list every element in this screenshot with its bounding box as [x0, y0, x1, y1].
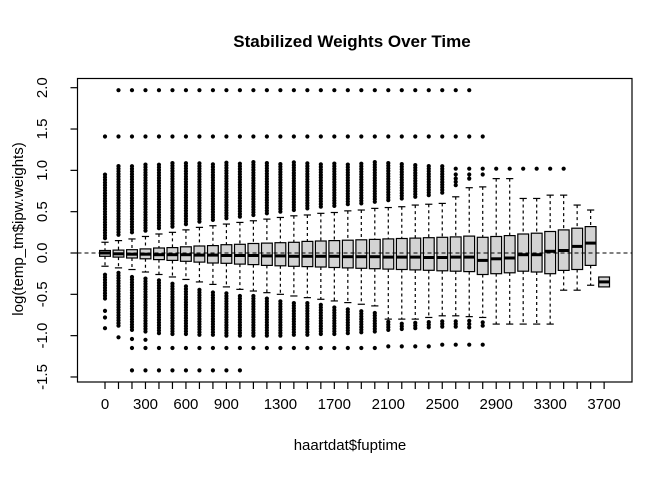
boxplot-column — [449, 88, 462, 347]
boxplot-column — [476, 134, 489, 347]
x-tick-label: 2900 — [480, 396, 513, 413]
x-tick-label: 3300 — [534, 396, 567, 413]
boxplot-column — [301, 88, 314, 351]
x-axis: 0 300 600 900 1300 1700 2100 2500 2900 3300 3700 — [101, 382, 621, 413]
boxplot-column — [463, 88, 476, 347]
y-tick-label: 0.0 — [34, 243, 51, 264]
boxplot-column — [260, 88, 273, 351]
plot-frame — [76, 77, 633, 383]
boxplot-column — [395, 88, 408, 349]
boxplot-column — [112, 88, 125, 340]
boxplot-column — [382, 88, 395, 349]
x-tick-label: 300 — [133, 396, 158, 413]
y-tick-label: 1.5 — [34, 119, 51, 140]
boxplot-column — [247, 88, 260, 351]
boxplot-column — [179, 88, 192, 373]
boxplot-column — [584, 209, 597, 286]
x-tick-label: 2100 — [372, 396, 405, 413]
x-tick-label: 1700 — [318, 396, 351, 413]
boxplot-column — [490, 166, 503, 325]
boxplot-column — [530, 166, 543, 325]
y-axis: 2.0 1.5 1.0 0.5 0.0 -0.5 -1.0 -1.5 — [34, 77, 78, 390]
boxplot-column — [125, 88, 138, 373]
boxplot-column — [220, 88, 233, 373]
boxplot-column — [287, 88, 300, 351]
boxplot-column — [139, 88, 152, 373]
y-tick-label: 0.5 — [34, 201, 51, 222]
boxplot-column — [98, 134, 111, 331]
boxplot-column — [355, 88, 368, 351]
x-tick-label: 600 — [173, 396, 198, 413]
x-axis-label: haartdat$fuptime — [294, 437, 407, 454]
boxplot-column — [517, 166, 530, 325]
boxplot-column — [341, 88, 354, 351]
y-tick-label: -1.5 — [34, 364, 51, 390]
boxplot-column — [328, 88, 341, 351]
y-tick-label: 2.0 — [34, 77, 51, 98]
boxplot-column — [206, 88, 219, 373]
boxplot-column — [368, 88, 381, 351]
y-tick-label: -0.5 — [34, 281, 51, 307]
boxplot-column — [193, 88, 206, 373]
boxplot-column — [436, 88, 449, 347]
boxplot-column — [409, 88, 422, 349]
x-tick-label: 0 — [101, 396, 109, 413]
y-axis-label: log(temp_tm$ipw.weights) — [10, 142, 27, 315]
x-tick-label: 900 — [214, 396, 239, 413]
boxplot-column — [422, 88, 435, 349]
y-tick-label: 1.0 — [34, 160, 51, 181]
boxplot-column — [274, 88, 287, 351]
boxplot-column — [153, 88, 166, 373]
boxplot-column — [571, 204, 584, 291]
x-tick-label: 2500 — [426, 396, 459, 413]
boxplot-column — [557, 166, 570, 291]
boxplot-column — [503, 166, 516, 325]
y-tick-label: -1.0 — [34, 323, 51, 349]
boxplot-column — [598, 276, 611, 288]
boxplot-column — [314, 88, 327, 351]
chart-title: Stabilized Weights Over Time — [233, 32, 470, 51]
x-tick-label: 3700 — [587, 396, 620, 413]
boxplot-column — [544, 166, 557, 325]
plot-content: 2.0 1.5 1.0 0.5 0.0 -0.5 -1.0 -1.5 0 300 600 900 130… — [34, 77, 633, 413]
boxplot-column — [233, 88, 246, 373]
x-tick-label: 1300 — [264, 396, 297, 413]
boxplot-column — [166, 88, 179, 373]
